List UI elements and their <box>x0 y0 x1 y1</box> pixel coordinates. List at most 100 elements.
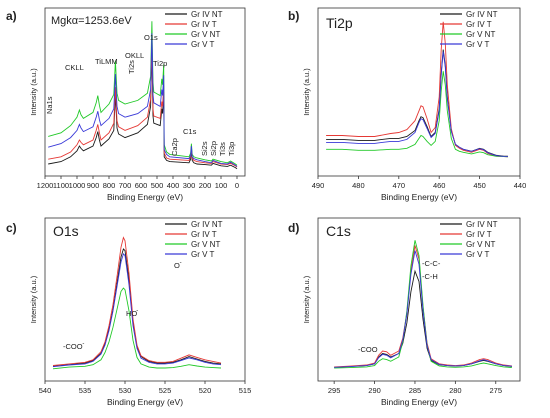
panel-title: C1s <box>326 223 351 239</box>
x-tick-label: 450 <box>473 181 486 190</box>
legend-entry: Gr IV T <box>191 20 217 29</box>
peak-annotation: C1s <box>183 127 197 136</box>
legend-entry: Gr V T <box>466 250 490 259</box>
x-tick-label: 300 <box>183 181 196 190</box>
peak-annotation: OKLL <box>125 51 144 60</box>
x-tick-label: 470 <box>393 181 406 190</box>
annotation-superscript: - <box>82 341 84 347</box>
x-axis-label: Binding Energy (eV) <box>381 192 457 202</box>
x-tick-label: 480 <box>352 181 365 190</box>
x-tick-label: 700 <box>119 181 132 190</box>
x-tick-label: 535 <box>79 386 92 395</box>
series-line-gr-iv-t <box>52 236 222 366</box>
legend-entry: Gr IV NT <box>466 220 498 229</box>
x-tick-label: 0 <box>235 181 239 190</box>
panel-title: O1s <box>53 223 79 239</box>
series-line-gr-iv-t <box>326 21 508 158</box>
x-tick-label: 500 <box>151 181 164 190</box>
y-axis-label: Intensity (a.u.) <box>302 275 311 323</box>
peak-annotation: Ti2s <box>127 60 136 74</box>
x-tick-label: 540 <box>39 386 52 395</box>
peak-annotation: O1s <box>144 33 158 42</box>
x-tick-label: 600 <box>135 181 148 190</box>
legend-entry: Gr V NT <box>466 30 495 39</box>
x-axis-label: Binding Energy (eV) <box>107 192 183 202</box>
legend-entry: Gr IV NT <box>191 10 223 19</box>
peak-annotation: -C-H <box>422 272 438 281</box>
panel-b: b) 490 480 470 460 450 440 Binding Energy (eV) I… <box>288 7 527 202</box>
x-tick-label: 460 <box>433 181 446 190</box>
peak-annotation: Si2s <box>200 141 209 156</box>
y-axis-label: Intensity (a.u.) <box>29 275 38 323</box>
x-axis-label: Binding Energy (eV) <box>381 397 457 407</box>
peak-annotation: -COO <box>358 345 378 354</box>
peak-annotation: -C-C- <box>422 259 441 268</box>
legend-entry: Gr IV NT <box>466 10 498 19</box>
panel-c: c) 540 535 530 525 520 515 Binding Energy (eV) I… <box>6 217 252 407</box>
legend-entry: Gr V T <box>191 40 215 49</box>
peak-annotation: HO <box>126 309 137 318</box>
series-line-gr-iv-nt <box>48 49 238 170</box>
x-tick-label: 1200 <box>37 181 54 190</box>
x-axis-label: Binding Energy (eV) <box>107 397 183 407</box>
series-line-gr-v-nt <box>326 71 508 158</box>
x-tick-label: 520 <box>199 386 212 395</box>
panel-d: d) 295 290 285 280 275 Binding Energy (eV) Inte… <box>288 217 521 407</box>
x-tick-label: 275 <box>490 386 503 395</box>
x-tick-label: 290 <box>368 386 381 395</box>
annotation-superscript: - <box>180 260 182 266</box>
legend-entry: Gr IV T <box>191 230 217 239</box>
y-axis-label: Intensity (a.u.) <box>302 68 311 116</box>
peak-annotation: Ti2p <box>153 59 167 68</box>
x-tick-label: 900 <box>87 181 100 190</box>
peak-annotation: TiLMM <box>95 57 118 66</box>
legend-entry: Gr V T <box>191 250 215 259</box>
panel-title: Ti2p <box>326 15 353 31</box>
x-tick-label: 400 <box>167 181 180 190</box>
plot-frame <box>317 217 521 382</box>
peak-annotation: Ca2p <box>170 138 179 156</box>
x-tick-label: 490 <box>312 181 325 190</box>
x-tick-label: 530 <box>119 386 132 395</box>
x-tick-label: 515 <box>239 386 252 395</box>
panel-title: Mgkα=1253.6eV <box>51 15 132 27</box>
legend-entry: Gr V NT <box>191 240 220 249</box>
x-tick-label: 285 <box>409 386 422 395</box>
plot-frame <box>44 7 246 177</box>
peak-annotation: Ti3p <box>227 142 236 156</box>
peak-annotation: CKLL <box>65 63 84 72</box>
panel-a: a)1200 1100 1000 900 800 700 600 500 400 300 200 10… <box>6 7 246 202</box>
legend-entry: Gr V NT <box>466 240 495 249</box>
legend-entry: Gr IV T <box>466 230 492 239</box>
peak-annotation: Ti3s <box>218 142 227 156</box>
x-tick-label: 440 <box>514 181 527 190</box>
x-tick-label: 100 <box>215 181 228 190</box>
x-tick-label: 280 <box>449 386 462 395</box>
x-tick-label: 295 <box>328 386 341 395</box>
legend-entry: Gr V T <box>466 40 490 49</box>
peak-annotation: Na1s <box>45 96 54 114</box>
legend-entry: Gr IV T <box>466 20 492 29</box>
x-tick-label: 525 <box>159 386 172 395</box>
legend-entry: Gr V NT <box>191 30 220 39</box>
series-line-gr-v-t <box>326 51 508 158</box>
series-line-gr-v-nt <box>52 287 222 370</box>
y-axis-label: Intensity (a.u.) <box>29 68 38 116</box>
series-line-gr-v-nt <box>334 240 512 369</box>
peak-annotation: -COO <box>63 342 83 351</box>
series-line-gr-v-t <box>52 253 222 368</box>
panel-letter: d) <box>288 221 299 235</box>
panel-letter: c) <box>6 221 17 235</box>
series-line-gr-iv-nt <box>334 269 512 368</box>
series-line-gr-iv-nt <box>326 49 508 157</box>
series-line-gr-iv-t <box>48 43 238 168</box>
x-tick-label: 1000 <box>69 181 86 190</box>
series-line-gr-v-t <box>48 33 238 167</box>
plot-frame <box>44 217 246 382</box>
plot-frame <box>317 7 521 177</box>
series-line-gr-v-t <box>334 250 512 368</box>
legend-entry: Gr IV NT <box>191 220 223 229</box>
x-tick-label: 1100 <box>53 181 69 190</box>
peak-annotation: O <box>174 261 180 270</box>
